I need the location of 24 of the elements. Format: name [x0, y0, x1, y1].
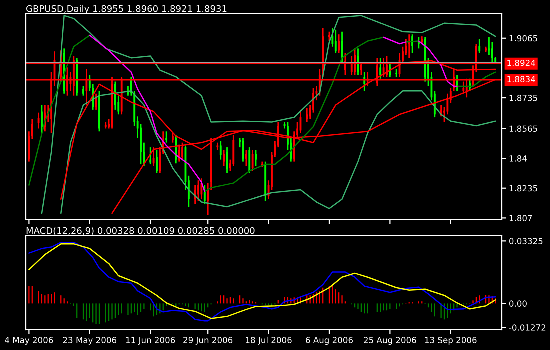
x-tick-label: 4 May 2006: [5, 337, 54, 346]
line-series: [418, 40, 458, 88]
y-tick-label: -0.01272: [509, 324, 546, 331]
x-tick-label: 6 Aug 2006: [306, 337, 354, 346]
x-tick-label: 23 May 2006: [63, 337, 117, 346]
y-tick-label: 1.9065: [510, 35, 538, 42]
y-tick-label: 1.807: [510, 215, 532, 222]
x-tick-label: 25 Aug 2006: [364, 337, 416, 346]
x-tick-label: 18 Jul 2006: [246, 336, 292, 345]
chart-title: GBPUSD,Daily 1.8955 1.8960 1.8921 1.8931: [26, 5, 227, 14]
line-series: [41, 15, 496, 214]
x-tick-label: 11 Jun 2006: [126, 337, 176, 345]
ref-line-label: 1.8924: [508, 60, 536, 66]
y-tick-label: 1.8565: [510, 126, 538, 132]
x-tick-label: 29 Jun 2006: [184, 337, 233, 345]
y-tick-label: 0.00: [509, 300, 527, 307]
line-series: [28, 34, 91, 186]
y-tick-label: 1.84: [510, 156, 528, 162]
y-tick-label: 1.8735: [510, 95, 538, 102]
ref-line-label: 1.8834: [508, 76, 536, 83]
x-tick-label: 13 Sep 2006: [425, 337, 477, 346]
y-tick-label: 1.8235: [510, 185, 538, 192]
y-tick-label: 0.03325: [509, 238, 543, 244]
chart-title: MACD(12,26,9) 0.00328 0.00109 0.00285 0.00000: [26, 227, 255, 236]
